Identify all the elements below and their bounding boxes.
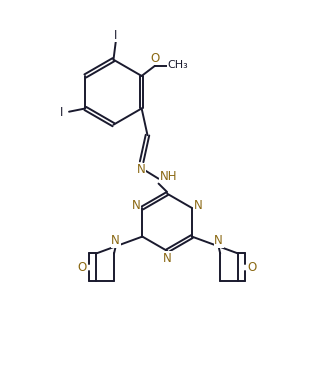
Text: CH₃: CH₃ — [168, 60, 188, 69]
Text: N: N — [132, 199, 141, 212]
Text: O: O — [77, 261, 86, 274]
Text: I: I — [114, 29, 118, 42]
Text: N: N — [214, 234, 223, 247]
Text: N: N — [163, 251, 171, 264]
Text: O: O — [151, 52, 160, 65]
Text: N: N — [137, 163, 145, 176]
Text: N: N — [111, 234, 120, 247]
Text: O: O — [248, 261, 257, 274]
Text: I: I — [60, 106, 64, 119]
Text: N: N — [193, 199, 202, 212]
Text: NH: NH — [160, 170, 177, 183]
